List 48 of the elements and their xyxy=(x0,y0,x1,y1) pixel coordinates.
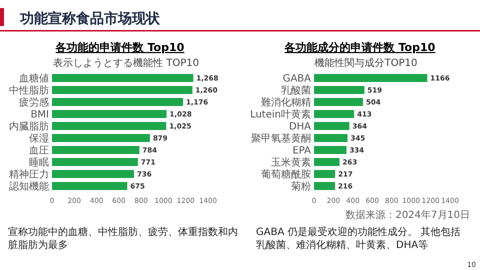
y-tick-label: 睡眠 xyxy=(29,156,49,168)
bar xyxy=(52,146,140,154)
y-tick-label: 内臓脂肪 xyxy=(9,120,49,132)
bar xyxy=(314,122,350,130)
text: GABA 仍是最受欢迎的功能性成分。 其他包括乳酸菌、难消化糊精、叶黄素、DHA等 xyxy=(256,226,462,252)
y-tick-label: 保湿 xyxy=(29,132,49,144)
chart-title: 各功能的申请件数 Top10 xyxy=(54,41,185,54)
y-tick-label: 認知機能 xyxy=(9,180,49,192)
y-tick-label: DHA xyxy=(288,122,312,132)
y-tick-label: 血糖値 xyxy=(19,72,49,84)
y-tick-label: 葡萄糖酰胺 xyxy=(261,168,311,180)
bar xyxy=(314,74,428,82)
bar xyxy=(314,110,354,118)
bar xyxy=(314,158,340,166)
text: 功能宣称食品市场现状 xyxy=(19,10,161,27)
y-tick-label: 聚甲氧基黄酮 xyxy=(251,132,311,144)
bar xyxy=(52,110,167,118)
y-tick-label: GABA xyxy=(282,74,312,84)
y-tick-label: 難消化糊精 xyxy=(261,96,311,108)
y-tick-label: Lutein叶黄素 xyxy=(250,108,311,120)
bar xyxy=(52,170,134,178)
bar xyxy=(314,170,336,178)
y-tick-label: 血圧 xyxy=(29,144,49,156)
bar xyxy=(52,74,194,82)
chart-subtitle: 機能性関与成分TOP10 xyxy=(314,57,418,69)
source-note: 数据来源：2024年7月10日 xyxy=(345,209,470,221)
text: 宣称功能中的血糖、中性脂肪、疲劳、体重指数和内脏脂肪为最多 xyxy=(8,226,238,252)
bar xyxy=(314,86,364,94)
bar xyxy=(52,158,138,166)
y-tick-label: 疲労感 xyxy=(19,96,49,108)
y-tick-label: 菊粉 xyxy=(291,180,311,192)
bar xyxy=(314,182,335,190)
chart-subtitle: 表示しようとする機能性 TOP10 xyxy=(53,57,199,69)
y-tick-label: BMI xyxy=(30,110,49,120)
bar xyxy=(314,134,348,142)
y-tick-label: 乳酸菌 xyxy=(281,84,311,96)
bar xyxy=(52,98,184,106)
y-tick-label: EPA xyxy=(292,146,312,156)
bar xyxy=(314,98,363,106)
y-tick-label: 玉米黄素 xyxy=(271,156,311,168)
y-tick-label: 中性脂肪 xyxy=(9,84,49,96)
bar xyxy=(52,86,192,94)
bar xyxy=(52,122,166,130)
y-tick-label: 精神圧力 xyxy=(9,168,49,180)
bar xyxy=(314,146,346,154)
bar xyxy=(52,182,128,190)
chart-title: 各功能成分的申请件数 Top10 xyxy=(284,41,436,54)
bar xyxy=(52,134,150,142)
